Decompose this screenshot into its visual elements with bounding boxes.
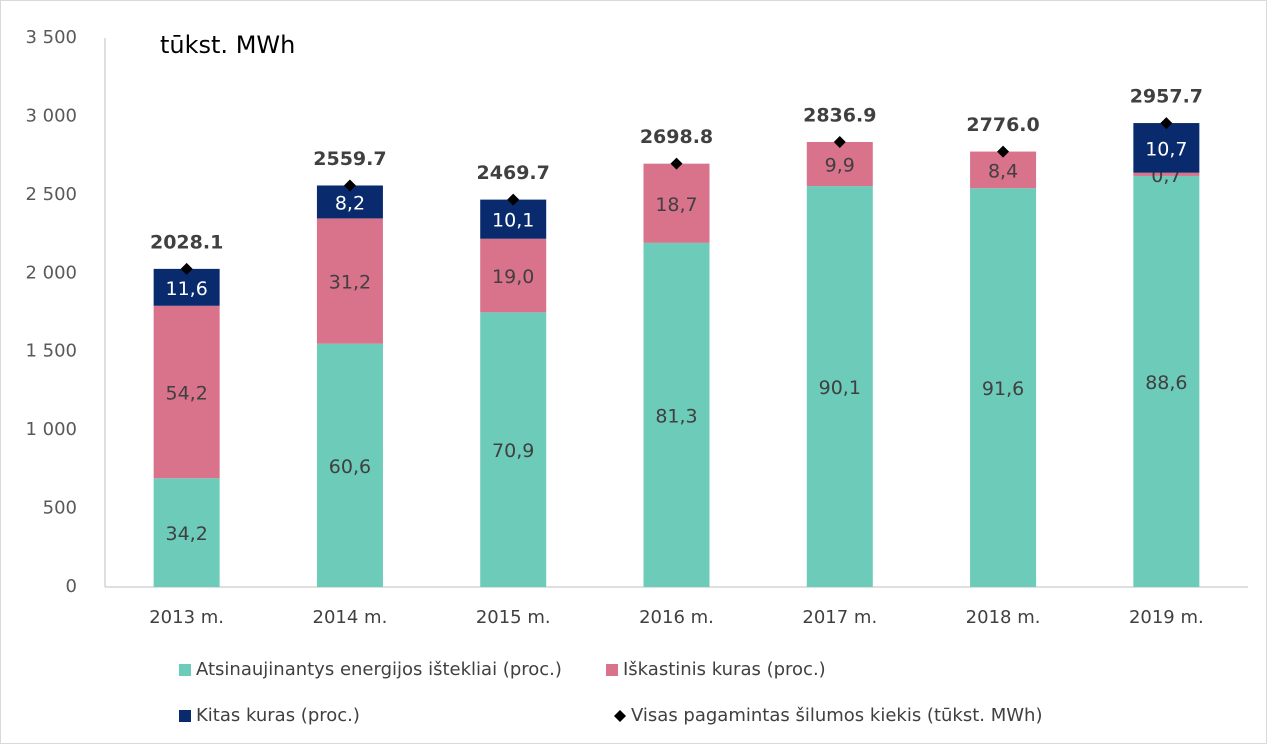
total-marker — [507, 193, 520, 206]
segment-label: 18,7 — [655, 194, 697, 216]
total-label: 2957.7 — [1130, 86, 1203, 108]
total-marker — [1160, 117, 1173, 130]
legend-label: Visas pagamintas šilumos kiekis (tūkst. … — [631, 705, 1042, 726]
total-label: 2836.9 — [803, 105, 876, 127]
bar-segment — [806, 142, 873, 187]
bar-segment — [480, 238, 547, 313]
legend-swatch — [606, 664, 618, 676]
y-tick-label: 2 000 — [25, 262, 77, 283]
segment-label: 8,4 — [988, 160, 1018, 182]
segment-label: 9,9 — [825, 155, 855, 177]
legend-marker — [614, 710, 626, 722]
segment-label: 88,6 — [1145, 372, 1187, 394]
segment-label: 11,6 — [165, 278, 207, 300]
x-tick-label: 2013 m. — [149, 607, 224, 628]
bar-segment — [1133, 123, 1200, 173]
legend-label: Iškastinis kuras (proc.) — [623, 659, 826, 680]
legend-swatch — [179, 664, 191, 676]
y-tick-label: 1 000 — [25, 419, 77, 440]
segment-label: 91,6 — [982, 378, 1024, 400]
total-label: 2028.1 — [150, 231, 223, 253]
total-marker — [343, 179, 356, 192]
x-tick-label: 2018 m. — [966, 607, 1041, 628]
bar-segment — [480, 199, 547, 239]
x-tick-label: 2017 m. — [802, 607, 877, 628]
bar-segment — [316, 343, 383, 587]
x-tick-label: 2019 m. — [1129, 607, 1204, 628]
total-marker — [997, 145, 1010, 158]
x-tick-label: 2015 m. — [476, 607, 551, 628]
segment-label: 10,7 — [1145, 138, 1187, 160]
y-tick-label: 500 — [43, 498, 77, 519]
total-marker — [833, 136, 846, 149]
segment-label: 81,3 — [655, 405, 697, 427]
bar-segment — [806, 186, 873, 587]
total-label: 2776.0 — [966, 114, 1039, 136]
bar-segment — [153, 478, 220, 587]
y-tick-label: 3 000 — [25, 105, 77, 126]
total-marker — [670, 157, 683, 170]
bar-segment — [1133, 175, 1200, 587]
segment-label: 19,0 — [492, 266, 534, 288]
legend-swatch — [179, 710, 191, 722]
bar-segment — [970, 151, 1037, 189]
bar-segment — [970, 188, 1037, 587]
total-marker — [180, 262, 193, 275]
bar-segment — [153, 268, 220, 306]
segment-label: 60,6 — [329, 456, 371, 478]
segment-label: 8,2 — [335, 192, 365, 214]
x-tick-label: 2014 m. — [313, 607, 388, 628]
segment-label: 70,9 — [492, 440, 534, 462]
bar-segment — [1133, 172, 1200, 176]
x-tick-label: 2016 m. — [639, 607, 714, 628]
bar-segment — [316, 218, 383, 344]
legend-label: Kitas kuras (proc.) — [196, 705, 360, 726]
segment-label: 34,2 — [165, 523, 207, 545]
y-tick-label: 1 500 — [25, 341, 77, 362]
bar-segment — [153, 305, 220, 479]
total-label: 2469.7 — [477, 162, 550, 184]
bar-segment — [643, 163, 710, 243]
segment-label: 90,1 — [819, 377, 861, 399]
bar-segment — [480, 312, 547, 587]
bar-segment — [643, 242, 710, 587]
y-tick-label: 3 500 — [25, 27, 77, 48]
legend-label: Atsinaujinantys energijos ištekliai (pro… — [196, 659, 562, 680]
segment-label: 10,1 — [492, 210, 534, 232]
total-label: 2559.7 — [313, 148, 386, 170]
total-label: 2698.8 — [640, 126, 713, 148]
segment-label: 31,2 — [329, 272, 371, 294]
y-tick-label: 0 — [66, 576, 77, 597]
unit-annotation: tūkst. MWh — [160, 31, 295, 59]
y-tick-label: 2 500 — [25, 184, 77, 205]
segment-label: 54,2 — [165, 382, 207, 404]
